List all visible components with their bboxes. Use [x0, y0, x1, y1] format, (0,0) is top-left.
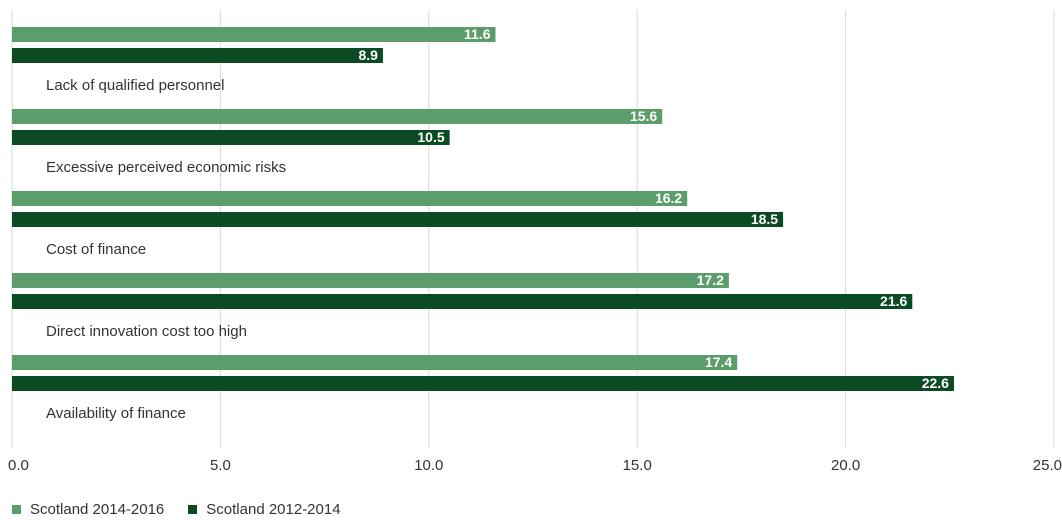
chart-plot: 0.0 5.0 10.0 15.0 20.0 25.0 11.6 8.9 Lack of qua…	[8, 10, 1062, 474]
bar	[12, 191, 688, 206]
bar	[12, 27, 496, 42]
bar	[12, 355, 738, 370]
legend: Scotland 2014-2016 Scotland 2012-2014	[12, 501, 341, 518]
category-label: Cost of finance	[46, 241, 146, 258]
bar	[12, 376, 954, 391]
bar-value-label: 15.6	[630, 108, 657, 124]
legend-swatch-series-1	[12, 505, 21, 514]
bar-value-label: 10.5	[417, 129, 444, 145]
bar-value-label: 8.9	[358, 47, 378, 63]
bar	[12, 48, 383, 63]
category-label: Lack of qualified personnel	[46, 77, 224, 94]
x-tick-label: 15.0	[623, 457, 652, 474]
legend-swatch-series-2	[188, 505, 198, 514]
bar	[12, 130, 450, 145]
legend-label-series-2: Scotland 2012-2014	[206, 501, 341, 518]
category-label: Excessive perceived economic risks	[46, 159, 286, 176]
bar	[12, 109, 663, 124]
bar-value-label: 16.2	[655, 190, 682, 206]
legend-item-series-2: Scotland 2012-2014	[188, 501, 341, 518]
bar-value-label: 21.6	[880, 293, 907, 309]
legend-item-series-1: Scotland 2014-2016	[12, 501, 164, 518]
x-tick-label: 10.0	[414, 457, 443, 474]
bar	[12, 212, 784, 227]
bar	[12, 273, 729, 288]
x-tick-label: 0.0	[8, 457, 29, 474]
bar-value-label: 17.2	[697, 272, 724, 288]
category-label: Availability of finance	[46, 405, 186, 422]
bar-value-label: 22.6	[922, 375, 949, 391]
category-label: Direct innovation cost too high	[46, 323, 247, 340]
legend-label-series-1: Scotland 2014-2016	[30, 501, 165, 518]
bar-value-label: 11.6	[464, 26, 491, 42]
x-tick-label: 5.0	[210, 457, 231, 474]
bar-value-label: 17.4	[705, 354, 732, 370]
x-tick-label: 25.0	[1033, 457, 1062, 474]
x-tick-label: 20.0	[831, 457, 860, 474]
bar-value-label: 18.5	[751, 211, 778, 227]
bar	[12, 294, 913, 309]
